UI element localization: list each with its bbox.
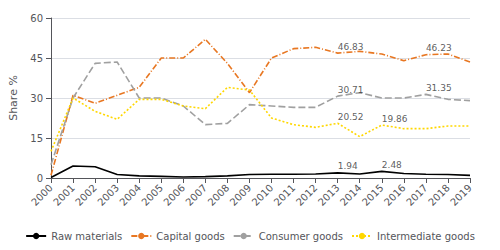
svg-text:31.35: 31.35 [426, 83, 452, 93]
svg-text:2.48: 2.48 [382, 160, 402, 170]
svg-text:2006: 2006 [161, 182, 187, 208]
svg-text:2004: 2004 [117, 182, 143, 208]
svg-text:0: 0 [37, 173, 43, 184]
svg-text:2017: 2017 [404, 182, 430, 208]
svg-text:Share %: Share % [7, 75, 20, 121]
svg-text:2003: 2003 [95, 182, 121, 208]
svg-text:30: 30 [30, 93, 43, 104]
svg-text:2013: 2013 [316, 182, 342, 208]
svg-text:2012: 2012 [294, 182, 320, 208]
svg-text:2011: 2011 [272, 182, 298, 208]
svg-text:30.71: 30.71 [338, 85, 364, 95]
svg-text:46.23: 46.23 [426, 43, 452, 53]
svg-text:2007: 2007 [184, 182, 210, 208]
svg-text:19.86: 19.86 [382, 114, 408, 124]
svg-text:60: 60 [30, 13, 43, 24]
svg-text:45: 45 [30, 53, 43, 64]
svg-text:2010: 2010 [250, 182, 276, 208]
svg-text:Consumer goods: Consumer goods [259, 231, 343, 242]
svg-text:2000: 2000 [29, 182, 55, 208]
svg-text:2002: 2002 [73, 182, 99, 208]
svg-text:2005: 2005 [139, 182, 165, 208]
svg-text:2018: 2018 [426, 182, 452, 208]
svg-text:2016: 2016 [382, 182, 408, 208]
svg-text:15: 15 [30, 133, 43, 144]
svg-text:2014: 2014 [338, 182, 364, 208]
svg-text:2009: 2009 [228, 182, 254, 208]
svg-text:Raw materials: Raw materials [51, 231, 122, 242]
svg-text:2015: 2015 [360, 182, 386, 208]
svg-text:2008: 2008 [206, 182, 232, 208]
svg-text:Capital goods: Capital goods [156, 231, 224, 242]
svg-text:1.94: 1.94 [338, 161, 358, 171]
svg-text:2001: 2001 [51, 182, 77, 208]
svg-text:Intermediate goods: Intermediate goods [377, 231, 475, 242]
svg-text:2019: 2019 [448, 182, 474, 208]
svg-text:46.83: 46.83 [338, 42, 364, 52]
svg-text:20.52: 20.52 [338, 112, 364, 122]
